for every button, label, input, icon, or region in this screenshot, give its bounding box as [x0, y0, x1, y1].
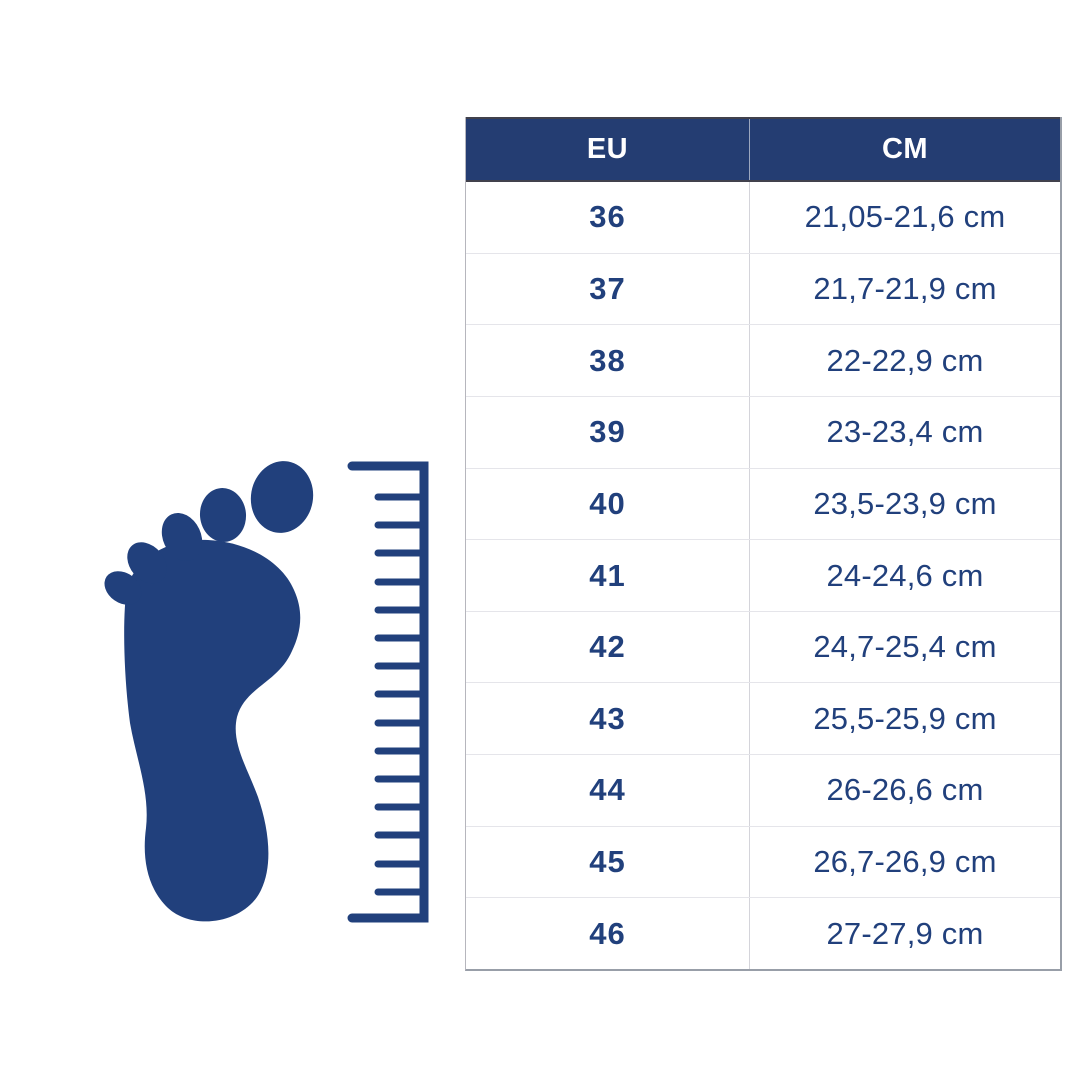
table-row: 41 24-24,6 cm — [466, 540, 1060, 612]
cm-range-cell: 25,5-25,9 cm — [813, 700, 997, 736]
cm-range-cell: 26,7-26,9 cm — [813, 844, 997, 880]
column-header-cm: CM — [881, 133, 929, 165]
eu-size-cell: 38 — [466, 325, 750, 396]
eu-size-cell: 43 — [466, 683, 750, 755]
foot-measurement-illustration — [104, 461, 429, 923]
eu-size-cell: 37 — [466, 253, 750, 325]
table-row: 42 24,7-25,4 cm — [466, 611, 1060, 684]
table-row: 40 23,5-23,9 cm — [466, 468, 1060, 541]
column-header-eu: EU — [466, 119, 750, 180]
table-row: 39 23-23,4 cm — [466, 396, 1060, 469]
eu-size-cell: 40 — [466, 468, 750, 540]
table-row: 37 21,7-21,9 cm — [466, 253, 1060, 326]
cm-range-cell: 23,5-23,9 cm — [813, 485, 997, 521]
cm-range-cell: 24-24,6 cm — [826, 557, 984, 593]
table-header-row: EU CM — [466, 117, 1060, 182]
eu-size-cell: 45 — [466, 826, 750, 898]
cm-range-cell: 27-27,9 cm — [826, 915, 984, 951]
cm-range-cell: 21,7-21,9 cm — [813, 270, 997, 306]
ruler-icon — [347, 461, 429, 923]
footprint-icon — [104, 461, 314, 922]
eu-size-cell: 44 — [466, 755, 750, 826]
table-row: 44 26-26,6 cm — [466, 755, 1060, 827]
eu-size-cell: 46 — [466, 898, 750, 970]
cm-range-cell: 24,7-25,4 cm — [813, 629, 997, 665]
cm-range-cell: 23-23,4 cm — [826, 414, 984, 450]
table-row: 46 27-27,9 cm — [466, 898, 1060, 970]
table-row: 43 25,5-25,9 cm — [466, 683, 1060, 756]
cm-range-cell: 21,05-21,6 cm — [804, 199, 1006, 235]
table-row: 36 21,05-21,6 cm — [466, 182, 1060, 254]
size-table: EU CM 36 21,05-21,6 cm 37 21,7-21,9 cm 38 22-… — [465, 117, 1062, 971]
cm-range-cell: 26-26,6 cm — [826, 772, 984, 808]
eu-size-cell: 39 — [466, 396, 750, 468]
eu-size-cell: 36 — [466, 182, 750, 253]
table-row: 38 22-22,9 cm — [466, 325, 1060, 397]
cm-range-cell: 22-22,9 cm — [826, 342, 984, 378]
table-row: 45 26,7-26,9 cm — [466, 826, 1060, 899]
table-body: 36 21,05-21,6 cm 37 21,7-21,9 cm 38 22-22,9 c… — [466, 182, 1060, 970]
eu-size-cell: 42 — [466, 611, 750, 683]
eu-size-cell: 41 — [466, 540, 750, 611]
